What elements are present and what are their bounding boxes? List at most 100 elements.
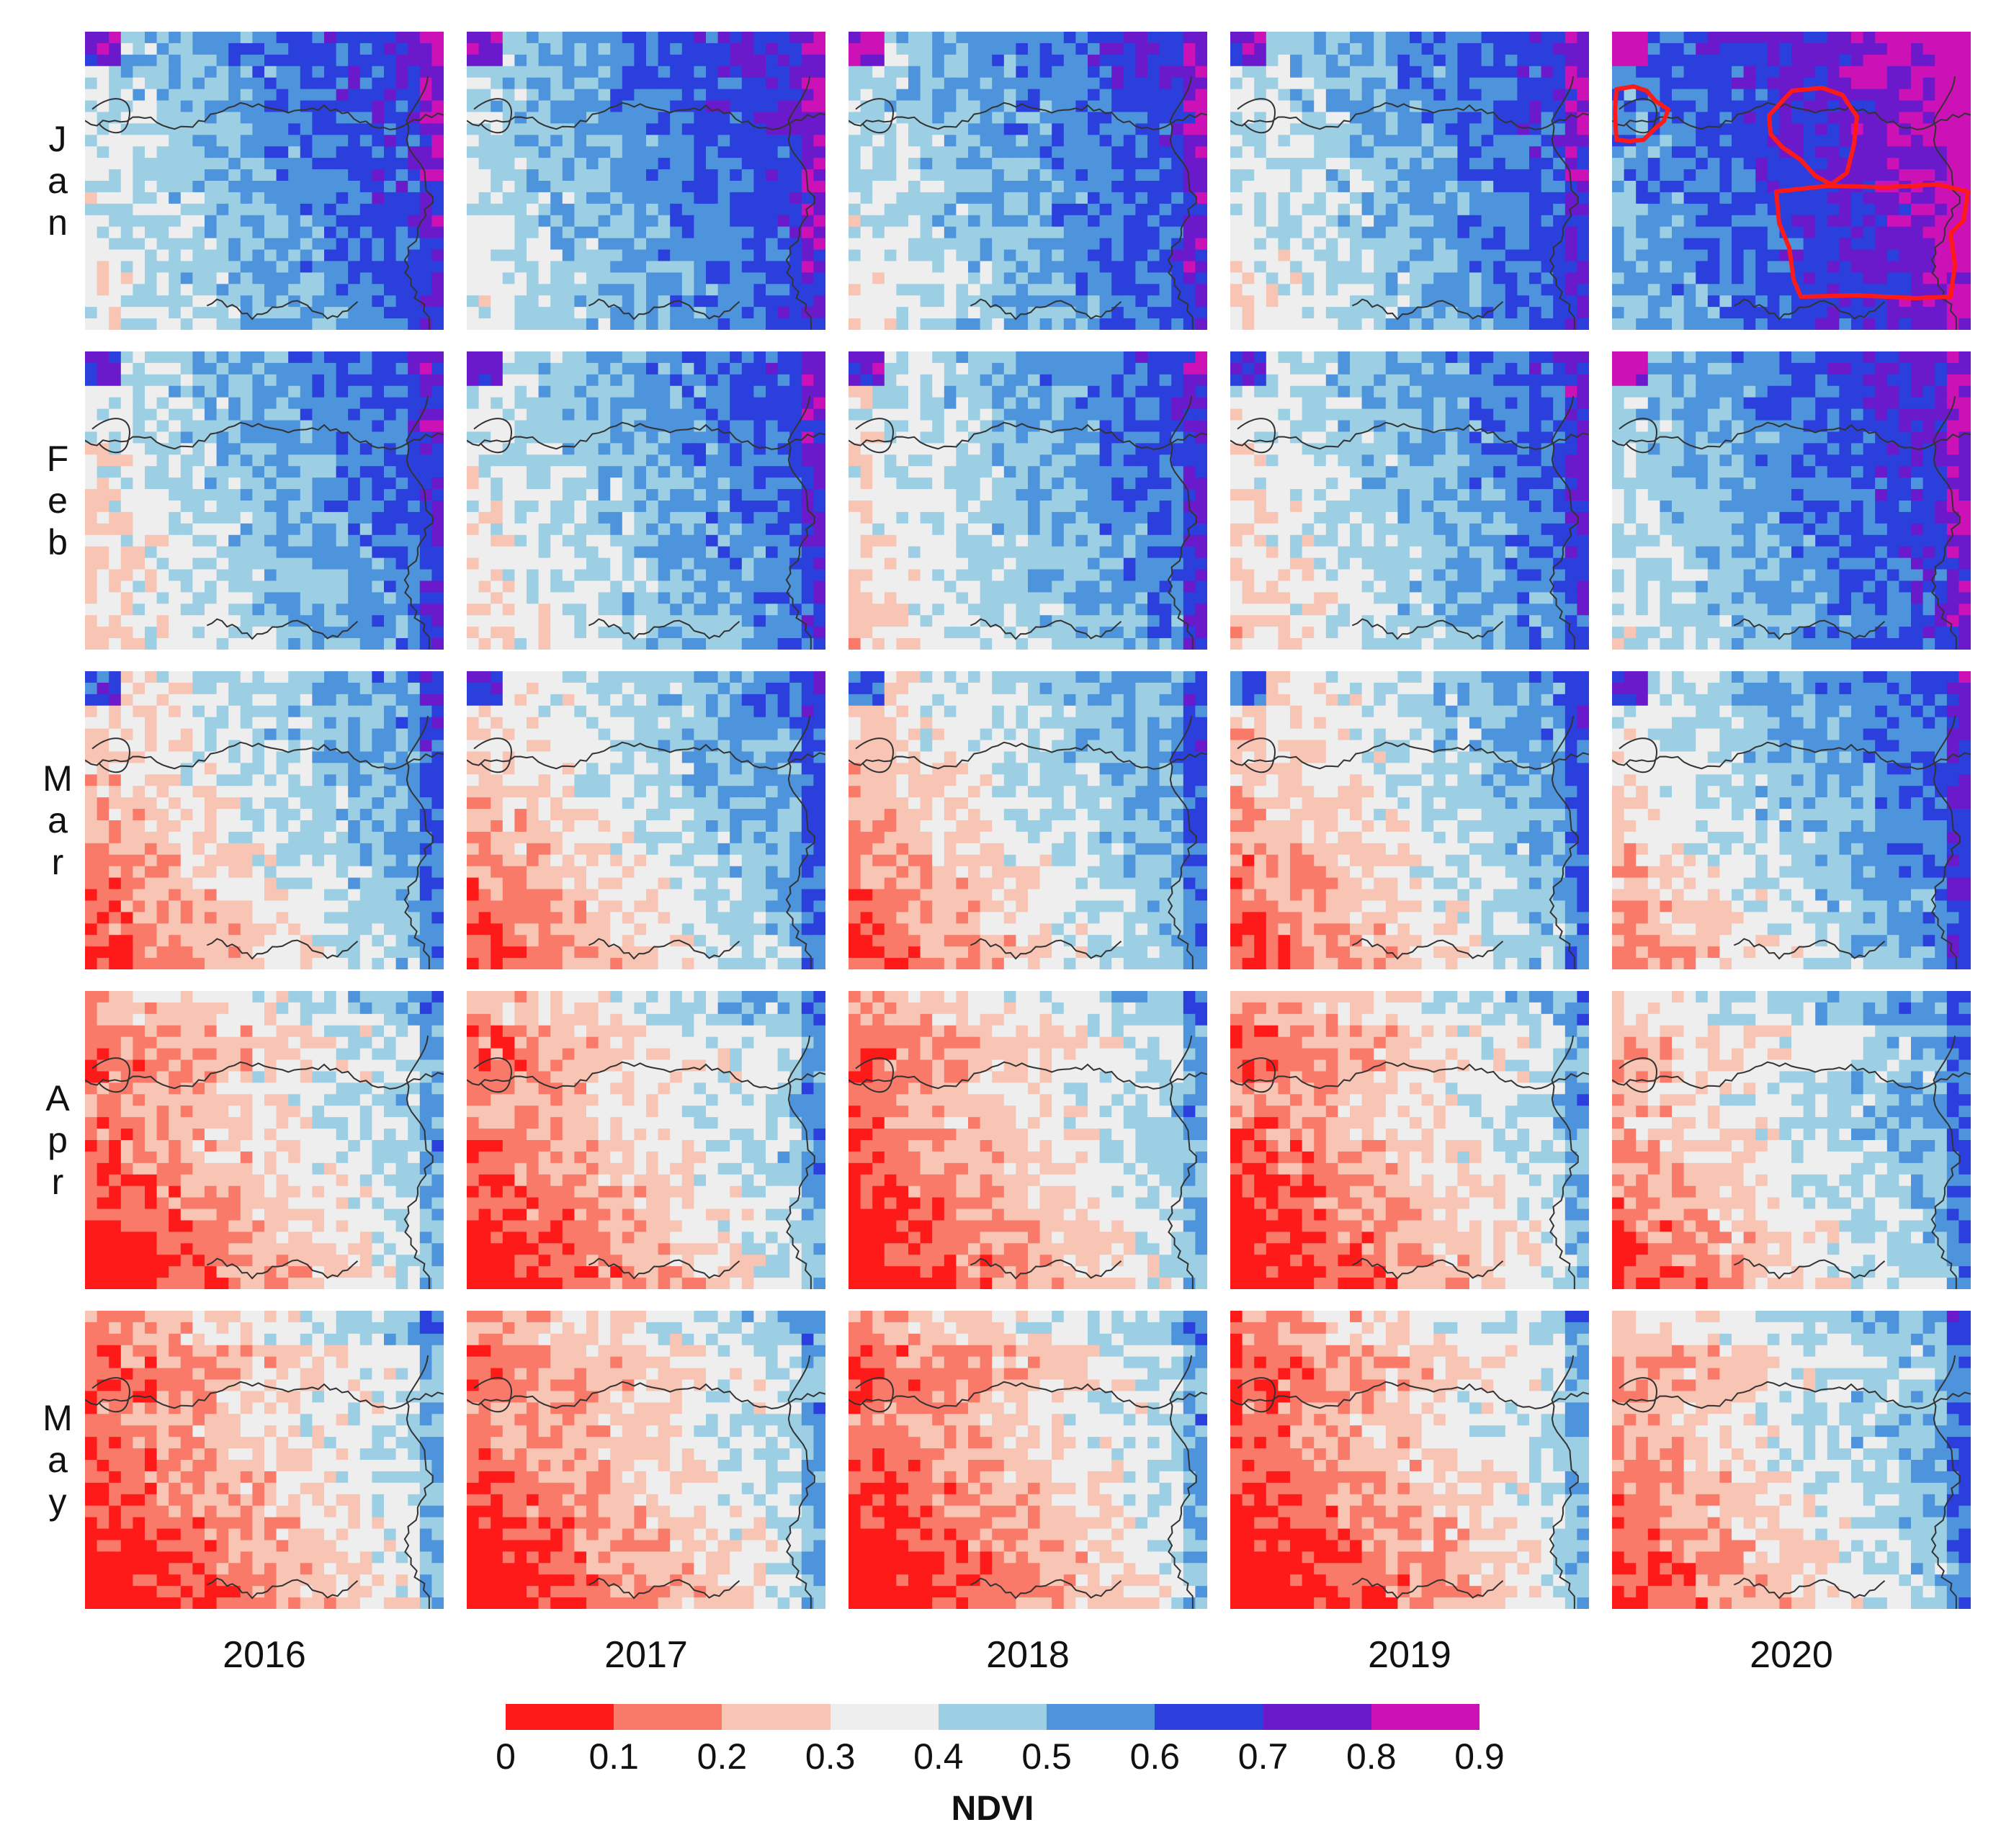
east-boundary-line	[785, 76, 815, 330]
ndvi-raster	[849, 671, 1207, 969]
east-boundary-line	[1167, 715, 1197, 969]
east-boundary-line	[785, 1355, 815, 1609]
ndvi-raster	[1612, 32, 1971, 330]
map-panel-may-2019	[1230, 1311, 1589, 1609]
south-boundary-line	[1733, 1577, 1886, 1600]
river-boundary-line	[85, 421, 444, 450]
east-boundary-line	[1167, 1035, 1197, 1289]
south-boundary-line	[206, 938, 359, 960]
map-panel-apr-2018	[849, 991, 1207, 1289]
map-panel-mar-2016	[85, 671, 444, 969]
river-boundary-line	[1230, 102, 1589, 130]
east-boundary-line	[403, 1355, 434, 1609]
ndvi-raster	[849, 991, 1207, 1289]
ndvi-raster	[1230, 671, 1589, 969]
colorbar-swatch	[1371, 1704, 1480, 1730]
colorbar-tick-label: 0.1	[588, 1736, 639, 1777]
map-panel-feb-2019	[1230, 351, 1589, 650]
river-boundary-line	[1230, 741, 1589, 770]
east-boundary-line	[1930, 76, 1961, 330]
ndvi-raster	[1230, 351, 1589, 650]
south-boundary-line	[1733, 1257, 1886, 1280]
highlight-outline	[1613, 84, 1670, 143]
ndvi-raster	[849, 351, 1207, 650]
south-boundary-line	[206, 1257, 359, 1280]
east-boundary-line	[1930, 1355, 1961, 1609]
east-boundary-line	[1549, 1035, 1579, 1289]
colorbar-tick-label: 0.4	[913, 1736, 964, 1777]
river-boundary-line	[1612, 102, 1971, 130]
ndvi-raster	[85, 1311, 444, 1609]
river-boundary-line	[849, 1381, 1207, 1409]
map-panel-may-2017	[467, 1311, 825, 1609]
map-panel-mar-2017	[467, 671, 825, 969]
south-boundary-line	[1733, 938, 1886, 960]
east-boundary-line	[1167, 395, 1197, 650]
south-boundary-line	[1351, 1257, 1504, 1280]
colorbar-tick-label: 0.7	[1237, 1736, 1289, 1777]
east-boundary-line	[403, 76, 434, 330]
south-boundary-line	[588, 1257, 740, 1280]
south-boundary-line	[970, 298, 1122, 320]
colorbar-swatch	[830, 1704, 939, 1730]
river-boundary-line	[849, 1061, 1207, 1090]
river-boundary-line	[1230, 421, 1589, 450]
highlight-outline	[1774, 182, 1970, 300]
ndvi-raster	[1230, 32, 1589, 330]
river-boundary-line	[467, 102, 825, 130]
east-boundary-line	[785, 1035, 815, 1289]
river-boundary-line	[849, 102, 1207, 130]
colorbar-swatch	[614, 1704, 722, 1730]
colorbar-swatch	[506, 1704, 614, 1730]
map-panel-apr-2017	[467, 991, 825, 1289]
river-boundary-line	[467, 1381, 825, 1409]
map-panel-feb-2018	[849, 351, 1207, 650]
ndvi-raster	[85, 351, 444, 650]
river-boundary-line	[1612, 421, 1971, 450]
map-panel-jan-2018	[849, 32, 1207, 330]
river-boundary-line	[849, 421, 1207, 450]
col-label-2017: 2017	[604, 1634, 688, 1676]
colorbar-swatch	[722, 1704, 831, 1730]
river-boundary-line	[1230, 1061, 1589, 1090]
map-panel-mar-2019	[1230, 671, 1589, 969]
river-boundary-line	[849, 741, 1207, 770]
map-panel-apr-2020	[1612, 991, 1971, 1289]
river-boundary-line	[85, 1381, 444, 1409]
south-boundary-line	[206, 1577, 359, 1600]
colorbar-tick-label: 0.6	[1129, 1736, 1181, 1777]
river-boundary-line	[1612, 1061, 1971, 1090]
south-boundary-line	[1733, 618, 1886, 640]
south-boundary-line	[1351, 298, 1504, 320]
south-boundary-line	[1733, 298, 1886, 320]
colorbar-swatch	[1155, 1704, 1263, 1730]
map-panel-mar-2020	[1612, 671, 1971, 969]
ndvi-raster	[1230, 1311, 1589, 1609]
ndvi-raster	[849, 32, 1207, 330]
east-boundary-line	[1549, 395, 1579, 650]
river-boundary-line	[85, 102, 444, 130]
east-boundary-line	[785, 395, 815, 650]
colorbar-tick-label: 0.2	[697, 1736, 748, 1777]
ndvi-raster	[1612, 991, 1971, 1289]
col-label-2020: 2020	[1750, 1634, 1833, 1676]
map-panel-jan-2017	[467, 32, 825, 330]
ndvi-raster	[467, 1311, 825, 1609]
river-boundary-line	[1612, 741, 1971, 770]
ndvi-raster	[1230, 991, 1589, 1289]
east-boundary-line	[1167, 1355, 1197, 1609]
ndvi-colorbar	[506, 1704, 1480, 1730]
colorbar-swatch	[1263, 1704, 1371, 1730]
map-panel-feb-2016	[85, 351, 444, 650]
east-boundary-line	[1167, 76, 1197, 330]
south-boundary-line	[588, 618, 740, 640]
ndvi-raster	[85, 991, 444, 1289]
ndvi-raster	[1612, 1311, 1971, 1609]
east-boundary-line	[403, 395, 434, 650]
ndvi-raster	[85, 671, 444, 969]
river-boundary-line	[467, 421, 825, 450]
